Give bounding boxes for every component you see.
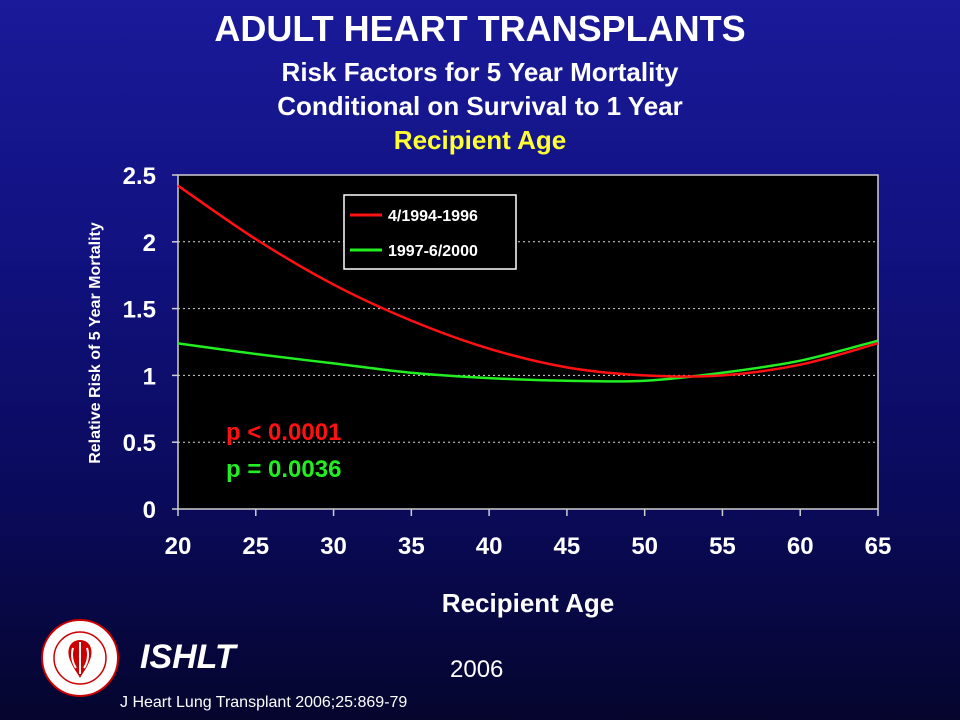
x-tick-label: 60: [787, 533, 814, 560]
y-tick-label: 2.5: [123, 163, 156, 190]
x-tick-label: 65: [865, 533, 892, 560]
y-tick-label: 0.5: [123, 430, 156, 457]
page-subtitle-3: Recipient Age: [393, 125, 567, 155]
plot-area: [177, 174, 879, 510]
legend-box: [343, 194, 517, 270]
x-axis-label: Recipient Age: [442, 588, 614, 618]
page-subtitle-2: Conditional on Survival to 1 Year: [277, 91, 683, 121]
page-title: ADULT HEART TRANSPLANTS: [214, 8, 746, 49]
citation: J Heart Lung Transplant 2006;25:869-79: [120, 694, 408, 711]
org-label: ISHLT: [140, 638, 236, 676]
y-axis-label: Relative Risk of 5 Year Mortality: [87, 222, 104, 464]
x-tick-label: 40: [476, 533, 503, 560]
series-line-1: [177, 184, 879, 378]
x-tick-label: 30: [320, 533, 347, 560]
x-tick-label: 35: [398, 533, 425, 560]
y-tick-label: 1.5: [123, 297, 156, 324]
ishlt-seal-icon: [41, 619, 119, 697]
page-subtitle-1: Risk Factors for 5 Year Mortality: [281, 57, 679, 87]
p-value-annotation: p < 0.0001: [226, 419, 341, 446]
x-tick-label: 45: [554, 533, 581, 560]
x-tick-label: 25: [242, 533, 269, 560]
x-tick-label: 20: [165, 533, 192, 560]
y-tick-label: 1: [143, 363, 156, 390]
series-line-2: [177, 339, 879, 383]
x-tick-label: 50: [631, 533, 658, 560]
legend-label: 1997-6/2000: [388, 243, 478, 260]
p-value-annotation: p = 0.0036: [226, 456, 341, 483]
x-tick-label: 55: [709, 533, 736, 560]
legend-label: 4/1994-1996: [388, 208, 478, 225]
y-tick-label: 0: [143, 497, 156, 524]
year-label: 2006: [450, 656, 504, 683]
y-tick-label: 2: [143, 230, 156, 257]
